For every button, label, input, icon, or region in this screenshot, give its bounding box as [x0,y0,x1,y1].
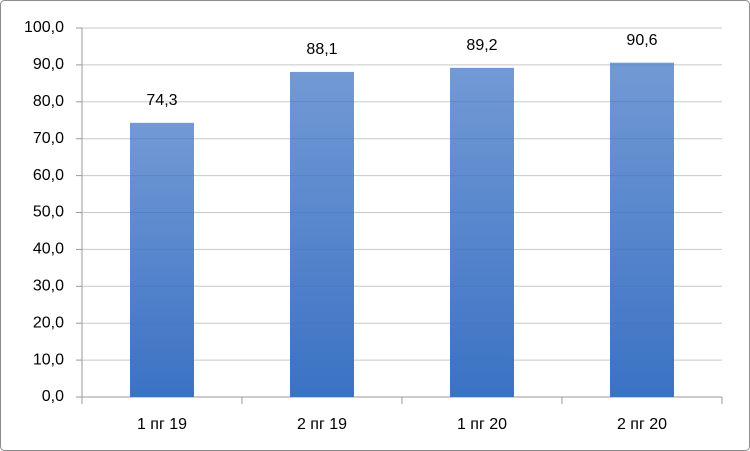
y-tick-label: 0,0 [42,388,64,405]
y-tick-label: 30,0 [33,278,64,295]
x-tick-label: 1 пг 19 [137,416,187,433]
x-tick-label: 2 пг 20 [617,416,667,433]
bar [450,67,514,398]
x-tick-label: 1 пг 20 [457,416,507,433]
data-label: 74,3 [146,92,177,109]
y-tick-label: 50,0 [33,204,64,221]
y-tick-label: 60,0 [33,167,64,184]
data-label: 90,6 [626,32,657,49]
x-tick-label: 2 пг 19 [297,416,347,433]
data-label: 88,1 [306,41,337,58]
y-tick-label: 80,0 [33,93,64,110]
bar [610,62,674,397]
bar [290,71,354,397]
data-label: 89,2 [466,37,497,54]
y-tick-label: 20,0 [33,314,64,331]
y-tick-label: 100,0 [24,19,64,36]
y-tick-label: 70,0 [33,130,64,147]
y-tick-label: 10,0 [33,351,64,368]
y-tick-label: 40,0 [33,241,64,258]
y-tick-label: 90,0 [33,56,64,73]
bar [130,122,194,397]
